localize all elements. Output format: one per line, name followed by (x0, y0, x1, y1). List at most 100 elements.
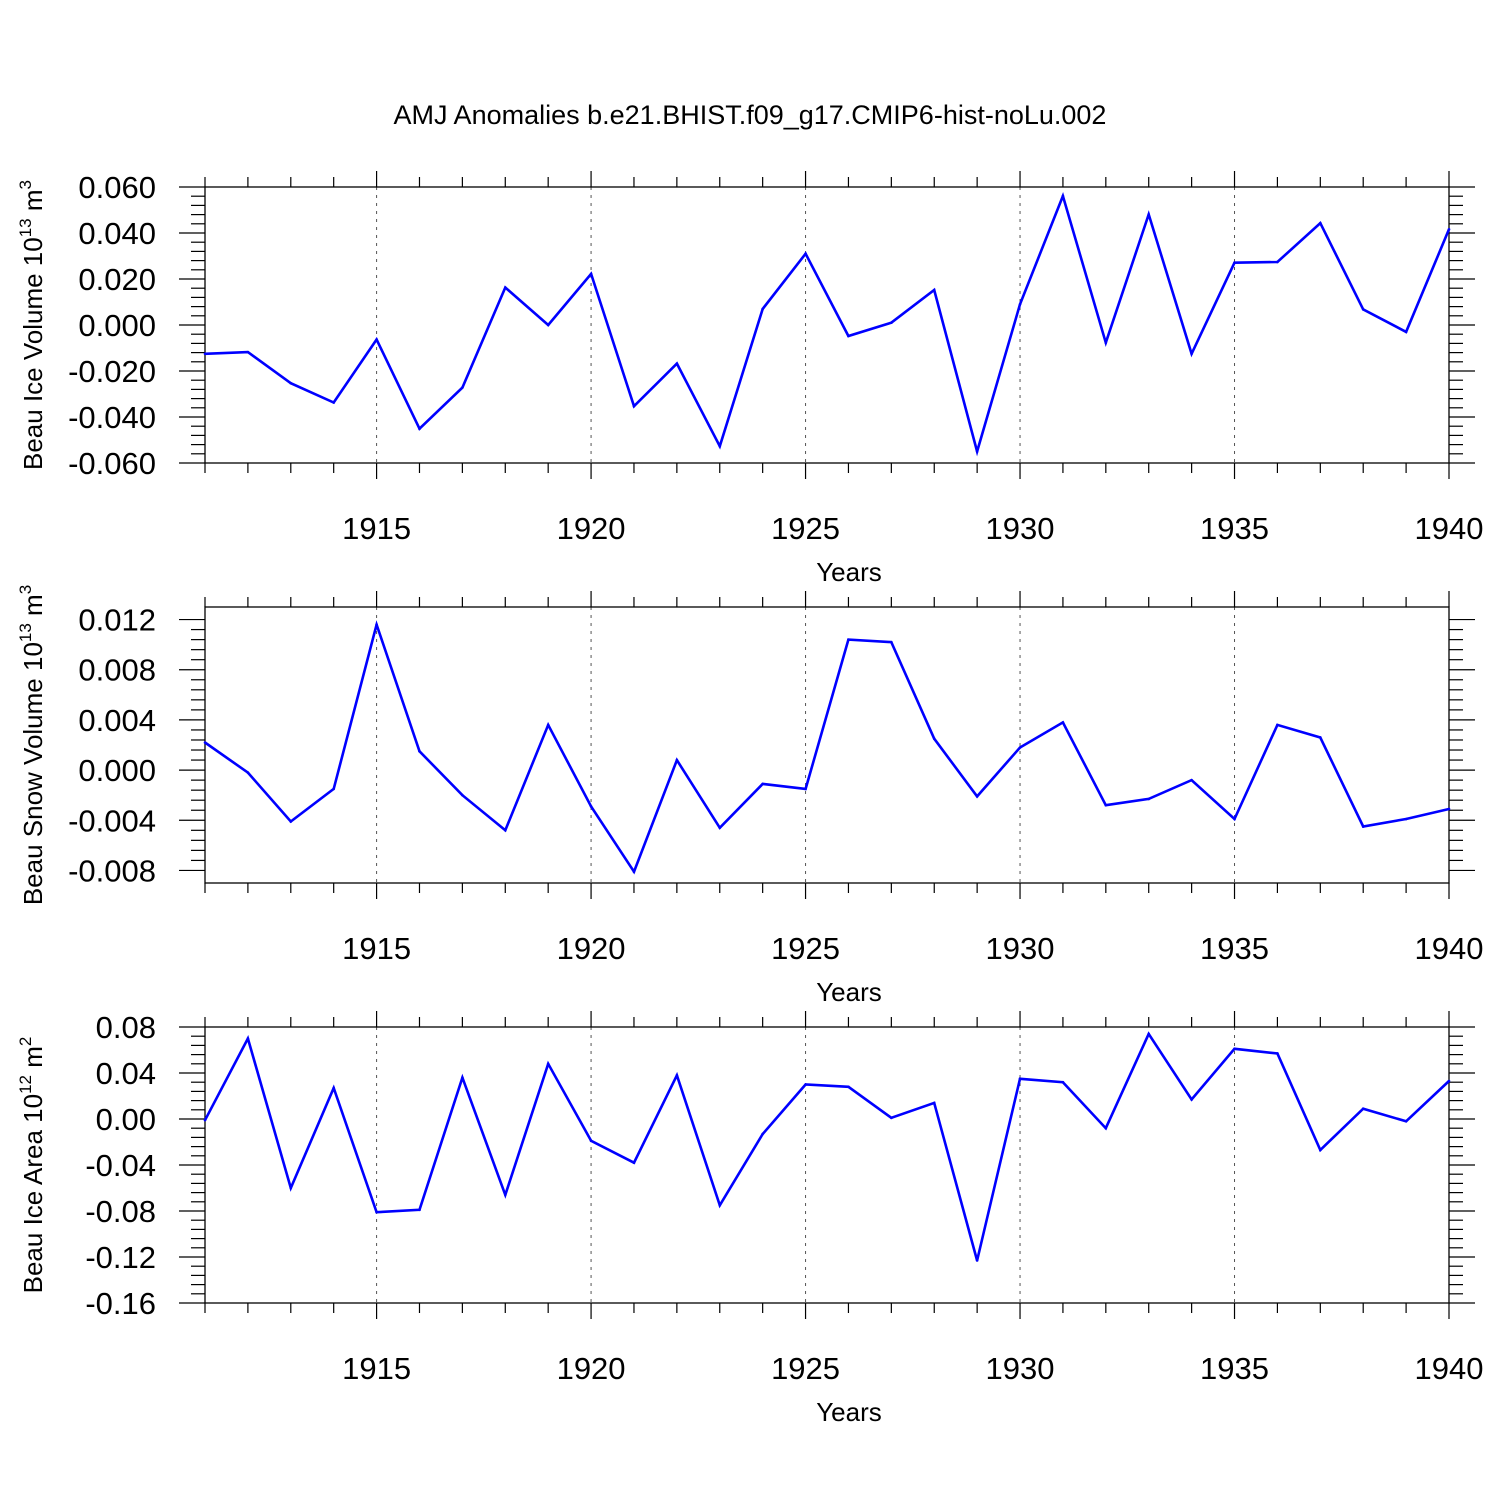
data-point (632, 404, 636, 408)
data-point (1061, 194, 1065, 198)
plot-frame (204, 606, 1450, 884)
x-tick-label: 1940 (1415, 931, 1484, 966)
x-tick-label: 1920 (557, 931, 626, 966)
data-point (847, 1085, 850, 1089)
data-point (847, 638, 850, 641)
y-tick-label: -0.040 (68, 400, 156, 435)
data-point (1018, 303, 1022, 306)
data-point (1018, 1077, 1022, 1081)
data-point (1147, 797, 1151, 801)
data-point (1319, 1148, 1322, 1152)
x-axis-label: Years (816, 977, 882, 1007)
data-point (632, 1161, 636, 1164)
y-tick-label: -0.08 (85, 1194, 156, 1229)
data-point (1319, 221, 1322, 225)
data-point (1190, 1098, 1193, 1101)
x-tick-label: 1925 (771, 931, 840, 966)
x-tick-label: 1930 (986, 1351, 1055, 1386)
data-point (1276, 260, 1279, 264)
data-point (203, 741, 207, 744)
data-point (332, 401, 335, 404)
data-point (1361, 825, 1365, 828)
data-point (246, 1037, 250, 1040)
x-tick-label: 1940 (1415, 1351, 1484, 1386)
data-point (1319, 736, 1322, 739)
y-tick-label: -0.16 (85, 1286, 156, 1321)
data-point (1233, 817, 1236, 821)
plot-frame (204, 186, 1450, 464)
data-point (332, 1086, 335, 1090)
data-point (289, 820, 293, 823)
y-tick-label: -0.04 (85, 1148, 156, 1183)
data-point (1404, 817, 1408, 821)
y-tick-label: 0.08 (96, 1010, 156, 1045)
data-point (718, 826, 722, 830)
data-point (1404, 330, 1408, 334)
data-point (1447, 807, 1451, 811)
data-point (1104, 1126, 1108, 1130)
data-point (1447, 228, 1451, 231)
data-point (589, 1139, 593, 1143)
data-point (1190, 352, 1193, 356)
data-point (975, 1259, 979, 1262)
x-tick-label: 1915 (342, 511, 411, 546)
data-point (375, 338, 378, 341)
y-tick-label: 0.040 (78, 216, 156, 251)
data-point (1104, 341, 1108, 345)
data-point (975, 795, 979, 798)
y-tick-label: 0.000 (78, 308, 156, 343)
y-tick-label: 0.060 (78, 170, 156, 205)
data-point (332, 787, 335, 791)
data-point (546, 1062, 550, 1066)
x-tick-label: 1935 (1200, 1351, 1269, 1386)
data-point (804, 252, 807, 255)
x-tick-label: 1940 (1415, 511, 1484, 546)
data-point (418, 1208, 421, 1212)
data-point (246, 771, 250, 774)
data-point (890, 640, 893, 644)
data-point (932, 288, 936, 292)
data-point (503, 1193, 507, 1197)
data-point (890, 321, 893, 325)
data-point (1147, 1032, 1151, 1036)
x-tick-label: 1915 (342, 931, 411, 966)
x-tick-label: 1920 (557, 511, 626, 546)
data-point (932, 737, 936, 741)
data-point (1233, 261, 1236, 264)
data-point (289, 1186, 293, 1190)
y-tick-label: 0.012 (78, 603, 156, 638)
data-point (375, 623, 378, 626)
x-tick-label: 1920 (557, 1351, 626, 1386)
y-tick-label: -0.060 (68, 446, 156, 481)
data-point (1190, 778, 1193, 782)
series-line (203, 1031, 1450, 1261)
y-tick-label: 0.000 (78, 753, 156, 788)
data-point (546, 723, 550, 727)
y-tick-label: 0.04 (96, 1056, 156, 1091)
data-point (375, 1210, 378, 1214)
data-point (761, 782, 764, 786)
data-point (718, 444, 722, 448)
data-point (761, 1132, 764, 1136)
x-tick-label: 1935 (1200, 511, 1269, 546)
panel-2: -0.008 -0.004 0.000 0.004 0.008 0.012 1915 1920… (16, 585, 1483, 1007)
data-point (418, 427, 421, 431)
data-point (203, 1118, 207, 1122)
data-point (675, 1074, 679, 1077)
x-tick-label: 1935 (1200, 931, 1269, 966)
data-point (932, 1101, 936, 1105)
y-tick-label: 0.004 (78, 703, 156, 738)
data-point (1276, 723, 1279, 727)
data-point (1233, 1047, 1236, 1051)
data-point (890, 1116, 893, 1120)
data-point (461, 1076, 464, 1079)
data-point (546, 323, 550, 327)
x-tick-label: 1925 (771, 1351, 840, 1386)
data-point (1061, 721, 1065, 724)
series-line (204, 192, 1451, 457)
data-point (461, 793, 464, 797)
data-point (503, 829, 507, 832)
y-tick-label: 0.008 (78, 653, 156, 688)
data-point (804, 1083, 807, 1086)
y-axis-label: Beau Ice Volume 1013 m3 (16, 180, 48, 470)
